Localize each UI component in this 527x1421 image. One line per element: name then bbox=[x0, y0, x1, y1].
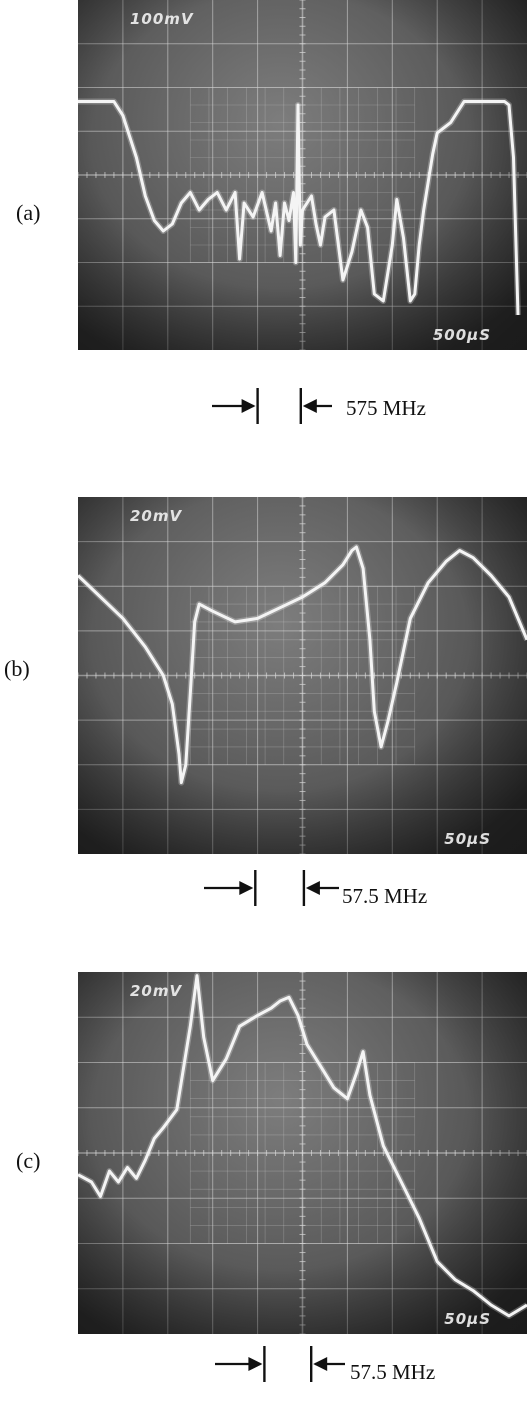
panel-a-label: (a) bbox=[16, 200, 41, 225]
scope-graticule-c bbox=[78, 972, 527, 1334]
scope-graticule-a bbox=[78, 0, 527, 350]
panel-c-label: (c) bbox=[16, 1148, 41, 1173]
oscilloscope-screen-c: 20mV 50µS bbox=[78, 972, 527, 1334]
panel-b-label: (b) bbox=[4, 656, 30, 681]
scope-trace-b bbox=[78, 545, 527, 785]
time-scale-b: 50µS bbox=[444, 830, 491, 848]
scope-trace-a bbox=[78, 100, 520, 316]
oscilloscope-screen-b: 20mV 50µS bbox=[78, 497, 527, 854]
voltage-scale-b: 20mV bbox=[130, 507, 183, 525]
time-scale-a: 500µS bbox=[432, 326, 491, 344]
frequency-marker-a bbox=[212, 386, 332, 426]
oscilloscope-screen-a: 100mV 500µS bbox=[78, 0, 527, 350]
frequency-marker-c bbox=[215, 1344, 345, 1384]
frequency-label-b: 57.5 MHz bbox=[342, 884, 428, 908]
scope-graticule-b bbox=[78, 497, 527, 854]
frequency-label-a: 575 MHz bbox=[346, 396, 426, 420]
scope-trace-c bbox=[78, 974, 527, 1318]
frequency-marker-b bbox=[204, 868, 339, 908]
voltage-scale-a: 100mV bbox=[130, 10, 194, 28]
time-scale-c: 50µS bbox=[444, 1310, 491, 1328]
frequency-label-c: 57.5 MHz bbox=[350, 1360, 436, 1384]
voltage-scale-c: 20mV bbox=[130, 982, 183, 1000]
